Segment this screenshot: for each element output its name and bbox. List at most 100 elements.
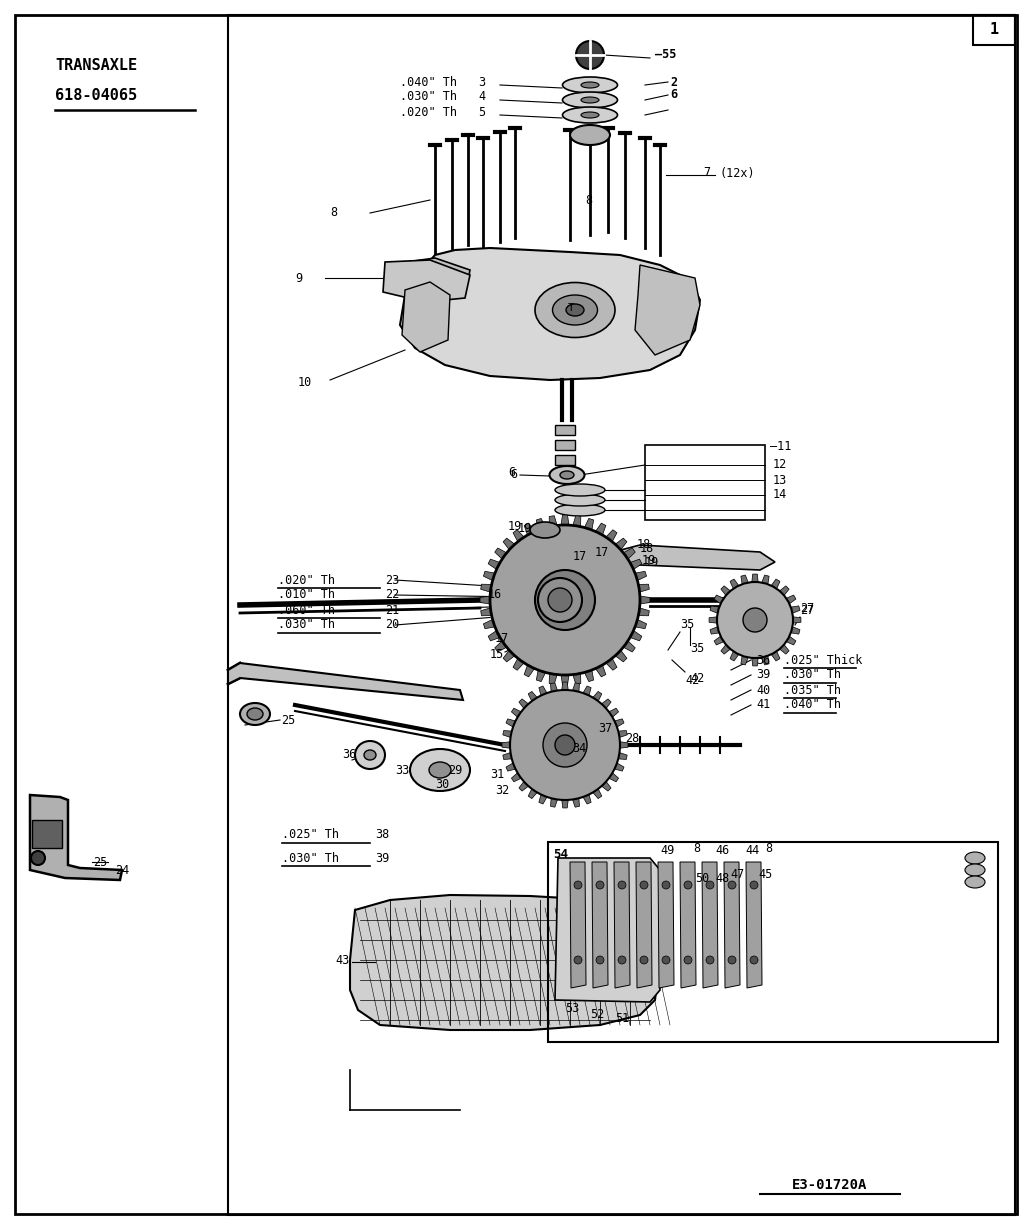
Polygon shape	[709, 617, 720, 623]
Polygon shape	[519, 779, 530, 791]
Polygon shape	[561, 796, 569, 807]
Polygon shape	[600, 699, 611, 710]
Circle shape	[490, 525, 640, 675]
Polygon shape	[635, 265, 700, 355]
Text: 33: 33	[395, 763, 410, 777]
Text: 7: 7	[703, 166, 710, 179]
Text: 39: 39	[756, 669, 770, 682]
Text: —55: —55	[655, 48, 676, 61]
Polygon shape	[724, 862, 740, 988]
Circle shape	[596, 881, 604, 889]
Text: T: T	[568, 304, 575, 313]
Ellipse shape	[31, 850, 45, 865]
Polygon shape	[570, 862, 586, 988]
Polygon shape	[539, 791, 549, 804]
Polygon shape	[770, 649, 780, 661]
Text: .030" Th: .030" Th	[278, 618, 335, 632]
Text: .020" Th: .020" Th	[400, 106, 457, 118]
Text: 49: 49	[660, 843, 674, 857]
Text: 30: 30	[436, 778, 449, 791]
Circle shape	[684, 881, 692, 889]
Polygon shape	[600, 779, 611, 791]
Text: 17: 17	[573, 549, 587, 563]
Text: 37: 37	[598, 721, 612, 735]
Polygon shape	[789, 617, 801, 623]
Polygon shape	[751, 574, 759, 585]
Text: 44: 44	[745, 843, 760, 857]
Text: 35: 35	[680, 618, 695, 632]
Text: 8: 8	[694, 842, 700, 854]
Text: 22: 22	[385, 589, 399, 601]
Circle shape	[728, 881, 736, 889]
Ellipse shape	[429, 762, 451, 778]
Ellipse shape	[965, 876, 985, 889]
Text: 38: 38	[375, 828, 389, 842]
Text: .030" Th: .030" Th	[282, 852, 338, 864]
Bar	[555, 455, 575, 465]
Circle shape	[576, 41, 604, 69]
Text: 39: 39	[375, 852, 389, 864]
Polygon shape	[721, 586, 733, 597]
Polygon shape	[590, 692, 602, 704]
Ellipse shape	[240, 703, 270, 725]
Text: 9: 9	[295, 272, 302, 284]
Text: 1: 1	[990, 22, 999, 38]
Ellipse shape	[581, 112, 599, 118]
Polygon shape	[730, 579, 741, 591]
Polygon shape	[537, 667, 547, 682]
Polygon shape	[481, 607, 494, 616]
Polygon shape	[658, 862, 674, 988]
Bar	[645, 445, 765, 520]
Ellipse shape	[562, 77, 617, 93]
Text: 19: 19	[518, 521, 533, 535]
Polygon shape	[721, 643, 733, 654]
Polygon shape	[612, 762, 624, 771]
Polygon shape	[787, 626, 800, 634]
Polygon shape	[614, 862, 630, 988]
Polygon shape	[483, 571, 498, 581]
Text: 45: 45	[757, 869, 772, 881]
Ellipse shape	[530, 522, 560, 538]
Polygon shape	[572, 683, 579, 694]
Text: 53: 53	[565, 1002, 579, 1014]
Circle shape	[717, 583, 793, 658]
Text: 28: 28	[625, 731, 639, 745]
Polygon shape	[480, 596, 493, 605]
Polygon shape	[590, 544, 775, 575]
Polygon shape	[383, 261, 470, 302]
Text: E3-01720A: E3-01720A	[793, 1179, 868, 1192]
Polygon shape	[636, 862, 652, 988]
Text: 12: 12	[773, 458, 787, 472]
Circle shape	[640, 956, 648, 964]
Polygon shape	[777, 643, 789, 654]
Ellipse shape	[555, 494, 605, 506]
Text: .035" Th: .035" Th	[784, 683, 841, 697]
Polygon shape	[385, 258, 470, 300]
Circle shape	[706, 956, 714, 964]
Polygon shape	[228, 662, 463, 701]
Text: .030" Th: .030" Th	[400, 91, 457, 103]
Circle shape	[550, 585, 580, 614]
Polygon shape	[561, 682, 569, 693]
Text: 19: 19	[645, 557, 659, 569]
Text: 10: 10	[298, 376, 313, 388]
Text: 24: 24	[115, 864, 129, 876]
Text: 27: 27	[800, 603, 814, 617]
Text: 8: 8	[585, 193, 592, 206]
Polygon shape	[512, 708, 524, 719]
Polygon shape	[741, 653, 749, 665]
Text: .010" Th: .010" Th	[278, 589, 335, 601]
Text: .040" Th: .040" Th	[400, 75, 457, 88]
Polygon shape	[627, 629, 642, 640]
Ellipse shape	[965, 864, 985, 876]
Text: —11: —11	[770, 440, 792, 454]
Text: 36: 36	[756, 654, 770, 666]
Polygon shape	[572, 670, 581, 685]
Circle shape	[596, 956, 604, 964]
Circle shape	[706, 881, 714, 889]
Polygon shape	[761, 653, 769, 665]
Circle shape	[662, 956, 670, 964]
Polygon shape	[549, 670, 558, 685]
Polygon shape	[583, 667, 593, 682]
Text: 48: 48	[715, 871, 730, 885]
